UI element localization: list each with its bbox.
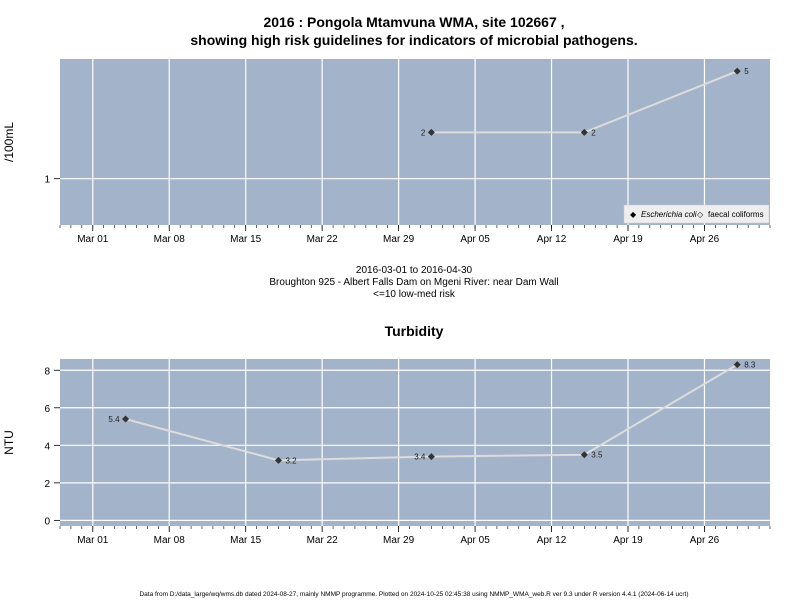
legend-label: Escherichia coli bbox=[641, 210, 697, 219]
data-label: 3.2 bbox=[285, 456, 297, 465]
data-point bbox=[733, 67, 741, 75]
x-tick-label: Mar 08 bbox=[154, 535, 186, 546]
x-tick-label: Apr 19 bbox=[613, 234, 643, 245]
figure-title-line-1: 2016 : Pongola Mtamvuna WMA, site 102667… bbox=[263, 14, 564, 30]
data-point bbox=[427, 128, 435, 136]
risk-note: <=10 low-med risk bbox=[373, 289, 456, 300]
data-point bbox=[733, 361, 741, 369]
plot-panel bbox=[60, 59, 770, 225]
x-tick-label: Mar 08 bbox=[154, 234, 186, 245]
data-point bbox=[122, 415, 130, 423]
y-tick-label: 2 bbox=[44, 479, 50, 490]
legend-label: faecal coliforms bbox=[708, 210, 764, 219]
y-tick-label: 8 bbox=[44, 366, 50, 377]
turbidity-chart-title: Turbidity bbox=[385, 323, 444, 339]
plot-panel bbox=[60, 359, 770, 526]
x-tick-label: Apr 05 bbox=[460, 234, 490, 245]
x-tick-label: Apr 26 bbox=[690, 535, 720, 546]
x-tick-label: Mar 01 bbox=[77, 535, 109, 546]
data-label: 5 bbox=[744, 67, 749, 76]
date-range-label: 2016-03-01 to 2016-04-30 bbox=[356, 265, 473, 276]
x-tick-label: Mar 29 bbox=[383, 234, 415, 245]
x-tick-label: Apr 26 bbox=[690, 234, 720, 245]
chart-microbial: Mar 01 Mar 08 Mar 15 Mar 22 Mar 29 Apr 05 Apr … bbox=[2, 59, 771, 245]
legend-marker: ◆ bbox=[630, 210, 637, 219]
data-label: 3.4 bbox=[414, 453, 426, 462]
data-label: 2 bbox=[421, 128, 426, 137]
data-label: 2 bbox=[591, 128, 596, 137]
legend-marker: ◇ bbox=[697, 210, 704, 219]
figure-title-line-2: showing high risk guidelines for indicat… bbox=[190, 32, 637, 48]
data-point bbox=[274, 456, 282, 464]
legend-box bbox=[623, 204, 770, 224]
data-label: 5.4 bbox=[108, 415, 120, 424]
x-tick-label: Mar 22 bbox=[307, 234, 339, 245]
site-description: Broughton 925 - Albert Falls Dam on Mgen… bbox=[269, 277, 558, 288]
data-source-footer: Data from D:/data_large/wq/wms.db dated … bbox=[139, 591, 688, 598]
data-point bbox=[580, 128, 588, 136]
x-tick-label: Mar 22 bbox=[307, 535, 339, 546]
x-tick-label: Mar 01 bbox=[77, 234, 109, 245]
y-tick-label: 1 bbox=[44, 175, 50, 186]
data-point bbox=[427, 453, 435, 461]
x-tick-label: Mar 15 bbox=[230, 234, 262, 245]
chart-turbidity: Mar 01 Mar 08 Mar 15 Mar 22 Mar 29 Apr 05 Apr … bbox=[2, 359, 771, 546]
y-axis-label: /100mL bbox=[2, 122, 16, 162]
x-tick-label: Apr 19 bbox=[613, 535, 643, 546]
x-tick-label: Apr 12 bbox=[537, 535, 567, 546]
y-axis-label: NTU bbox=[2, 430, 16, 455]
y-tick-label: 6 bbox=[44, 404, 50, 415]
x-tick-label: Mar 29 bbox=[383, 535, 415, 546]
data-point bbox=[580, 451, 588, 459]
y-tick-label: 0 bbox=[44, 516, 50, 527]
data-label: 3.5 bbox=[591, 451, 603, 460]
x-tick-label: Apr 12 bbox=[537, 234, 567, 245]
y-tick-label: 4 bbox=[44, 441, 50, 452]
x-tick-label: Apr 05 bbox=[460, 535, 490, 546]
x-tick-label: Mar 15 bbox=[230, 535, 262, 546]
data-label: 8.3 bbox=[744, 361, 756, 370]
legend: ◆ Escherichia coli ◇ faecal coliforms bbox=[623, 204, 770, 224]
